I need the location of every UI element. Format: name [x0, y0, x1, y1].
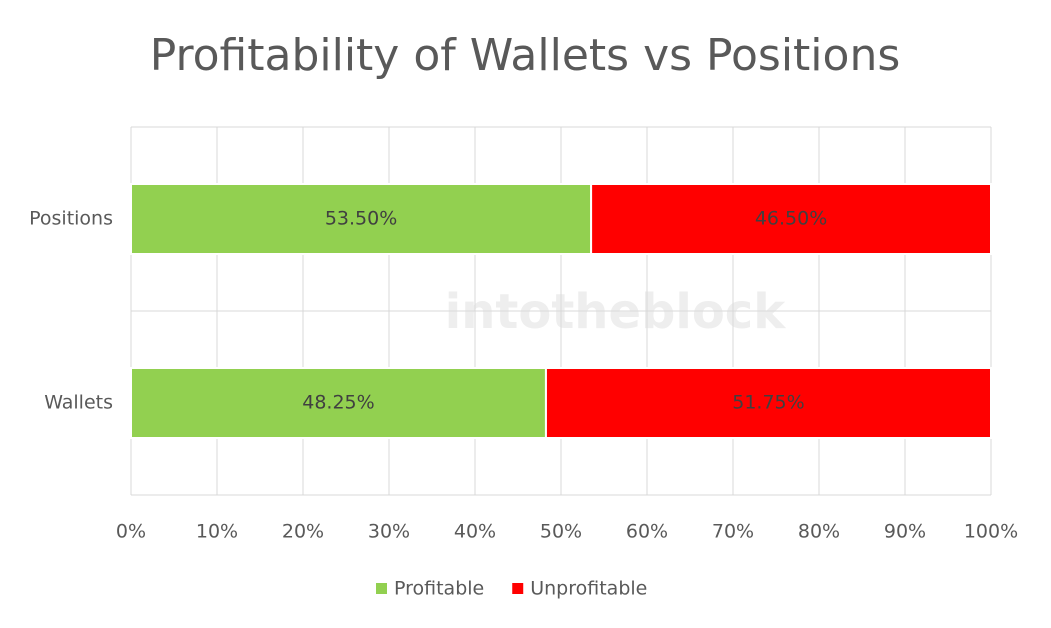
legend-swatch — [376, 583, 387, 594]
x-tick-label: 90% — [884, 521, 926, 543]
bar-segment — [130, 367, 547, 439]
x-tick-label: 20% — [282, 521, 324, 543]
data-label: 51.75% — [732, 392, 804, 414]
x-tick-label: 0% — [116, 521, 146, 543]
x-tick-label: 50% — [540, 521, 582, 543]
legend-label: Profitable — [394, 578, 484, 600]
bar-segment — [544, 367, 992, 439]
chart-title: Profitability of Wallets vs Positions — [150, 30, 901, 81]
data-label: 53.50% — [325, 208, 397, 230]
legend-label: Unprofitable — [530, 578, 647, 600]
x-tick-label: 70% — [712, 521, 754, 543]
x-tick-label: 40% — [454, 521, 496, 543]
x-tick-label: 80% — [798, 521, 840, 543]
x-tick-label: 10% — [196, 521, 238, 543]
x-tick-label: 30% — [368, 521, 410, 543]
bar-segment — [590, 183, 992, 255]
data-label: 48.25% — [302, 392, 374, 414]
x-tick-label: 60% — [626, 521, 668, 543]
y-tick-label: Wallets — [44, 392, 113, 414]
y-tick-label: Positions — [29, 208, 113, 230]
x-tick-label: 100% — [964, 521, 1018, 543]
data-label: 46.50% — [755, 208, 827, 230]
bar-segment — [130, 183, 593, 255]
watermark: intotheblock — [445, 284, 786, 340]
legend-swatch — [512, 583, 524, 594]
